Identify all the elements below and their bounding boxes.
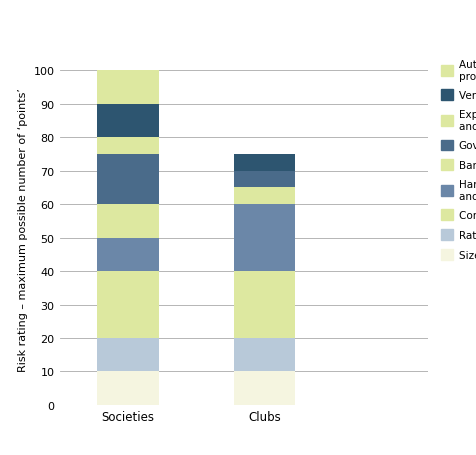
Bar [97, 105, 159, 138]
Bar [234, 205, 295, 272]
Bar [234, 272, 295, 338]
Bar [234, 155, 295, 172]
Bar [97, 205, 159, 238]
Bar [97, 272, 159, 338]
Bar [234, 172, 295, 188]
Bar [97, 71, 159, 105]
Bar [97, 138, 159, 155]
Legend: Authorised purposes record-keeping,
processes, and policies, Venue compliance, E: Authorised purposes record-keeping, proc… [441, 60, 476, 260]
Bar [97, 155, 159, 205]
Bar [234, 372, 295, 405]
Bar [97, 372, 159, 405]
Bar [234, 338, 295, 372]
Bar [234, 188, 295, 205]
Y-axis label: Risk rating – maximum possible number of ‘points’: Risk rating – maximum possible number of… [18, 88, 28, 371]
Bar [97, 338, 159, 372]
Bar [97, 238, 159, 272]
